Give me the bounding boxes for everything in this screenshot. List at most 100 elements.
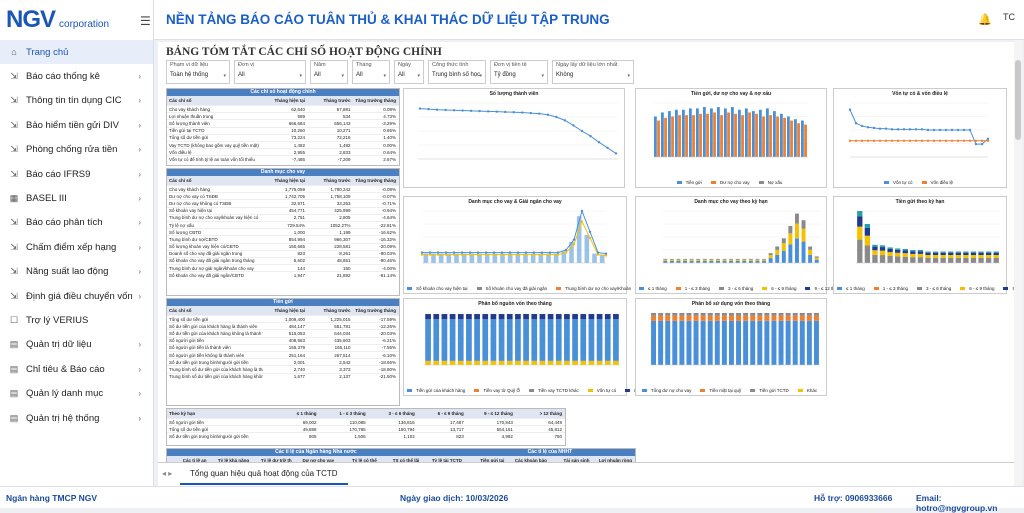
bar-segment [729,259,734,261]
bar-segment [771,313,777,316]
table-cell: 144 [297,265,305,271]
bar-segment [700,320,706,365]
legend-swatch [960,287,966,291]
legend-label: 3 - ≤ 6 tháng [925,286,952,291]
bar-segment [955,252,961,255]
filter-dropdown[interactable]: Tháng All ▾ [352,60,390,84]
bar-segment [689,258,694,260]
bar [804,124,807,157]
sidebar-item[interactable]: ⇲ Năng suất lao động › [0,260,153,284]
legend-swatch [921,181,927,185]
footer-email[interactable]: Email: hotro@ngvgroup.vn [916,493,998,513]
sidebar-item[interactable]: ⇲ Định giá điều chuyển vốn › [0,284,153,308]
table-row: Cho vay khách hàng 62,640 57,881 0.08% [167,105,399,112]
legend-label: Vốn tự có [892,180,913,185]
tab-overview[interactable]: Tổng quan hiệu quả hoạt động của TCTD [180,463,348,485]
column-header: Tăng trưởng tháng [355,98,396,103]
table-cell: 1,506 [354,433,366,439]
bar-segment [547,360,554,365]
bar-segment [910,257,916,263]
bar-segment [722,259,727,261]
legend-label: 1 - ≤ 3 tháng [684,286,710,291]
bar-segment [663,260,668,263]
footer-bank: Ngân hàng TMCP NGV [6,493,97,503]
table-cell: -4.00% [381,265,396,271]
loan-disbursement-chart: Danh mục cho vay & Giải ngân cho vay Số k… [403,196,705,294]
table-cell: 64,449 [548,419,562,425]
legend-item: 3 - ≤ 6 tháng [916,286,954,291]
bar-segment [564,319,570,361]
table-cell: 32,971 [291,200,305,206]
bar-segment [925,254,931,258]
sidebar-item-label: Thông tin tín dụng CIC [26,95,122,107]
loan-term-chart: Danh mục cho vay theo kỳ hạn ≤ 1 tháng 1 -… [635,196,882,294]
bar-segment [651,313,657,316]
table-cell: 1,000 [293,229,305,235]
series-line [419,108,617,154]
bar-segment [572,314,578,320]
sidebar-item[interactable]: ▤ Quản trị hệ thống › [0,406,153,430]
filter-dropdown[interactable]: Ngày All ▾ [394,60,424,84]
sidebar-item[interactable]: ⇲ Báo cáo phân tích › [0,211,153,235]
sidebar-item[interactable]: ▤ Chỉ tiêu & Báo cáo › [0,357,153,381]
table-cell: 3,373 [339,366,351,372]
header: NỀN TẢNG BÁO CÁO TUÂN THỦ & KHAI THÁC DỮ… [154,0,1024,40]
sidebar-item[interactable]: ▤ Quản lý danh mục › [0,381,153,405]
column-header: Các chỉ số [169,178,192,183]
bar-segment [742,258,747,260]
bar-segment [978,251,984,253]
bar-segment [764,320,770,365]
sidebar-item[interactable]: ⇲ Chấm điểm xếp hạng › [0,235,153,259]
sidebar-item[interactable]: ⇲ Thông tin tín dụng CIC › [0,89,153,113]
legend-item: 3 - ≤ 6 tháng [718,286,756,291]
sidebar-item[interactable]: ▦ BASEL III › [0,186,153,210]
chevron-down-icon: ▾ [341,73,344,79]
sidebar-item[interactable]: ⇲ Bảo hiểm tiền gửi DIV › [0,113,153,137]
filter-dropdown[interactable]: Ngày lấy dữ liệu lớn nhất Không ▾ [552,60,634,84]
table-cell: 1,482 [339,142,351,148]
tab-nav-icon[interactable]: ◂ ▸ [162,469,173,478]
sidebar-item[interactable]: ⇲ Phòng chống rửa tiền › [0,138,153,162]
filter-label: Ngày lấy dữ liệu lớn nhất [556,62,618,68]
sidebar-item[interactable]: ▤ Quản trị dữ liệu › [0,333,153,357]
bar-segment [940,257,946,263]
bar [569,241,574,263]
scrollbar[interactable] [1014,40,1022,486]
menu-toggle-icon[interactable]: ☰ [140,14,151,28]
key-indicators-table: Các chỉ số hoạt động chính Các chỉ số Thán… [166,88,400,166]
bar [682,109,685,157]
table-cell: -0.71% [381,200,396,206]
sidebar-item[interactable]: ⇲ Báo cáo thống kê › [0,64,153,88]
column-header: ≤ 1 tháng [296,411,317,416]
table-cell: Tổng số dư tiền gửi [169,426,209,432]
table-cell: 1.40% [383,135,396,141]
series-line [422,220,607,257]
filter-dropdown[interactable]: Đơn vị All ▾ [234,60,306,84]
bar-segment [547,314,554,320]
filter-dropdown[interactable]: Phạm vi dữ liệu Toàn hệ thống ▾ [166,60,230,84]
column-header: Tháng trước [323,308,351,313]
bar-segment [596,360,603,365]
filter-dropdown[interactable]: Năm All ▾ [310,60,348,84]
bar-segment [932,252,939,255]
bar-segment [665,320,671,365]
avatar[interactable]: TC [1003,12,1015,22]
table-cell: -7,209 [337,156,351,162]
column-header: Lợi nhuận ròng [598,458,633,463]
chart-title: Số lượng thành viên [489,91,539,97]
filter-dropdown[interactable]: Công thức tính Trung bình số học ▾ [428,60,486,84]
sidebar-item[interactable]: ⌂ Trang chủ [0,40,153,65]
bar-segment [985,254,992,258]
legend-item: Tiền gửi TCTD [750,388,792,393]
legend-item: ≤ 1 tháng [639,286,670,291]
series-line [422,209,607,255]
footer-support[interactable]: Hỗ trợ: 0906933666 [814,493,893,503]
table-header: Các tỉ lệ an Tỷ lệ khả năng Tỷ lệ dự trữ t… [167,456,635,465]
scrollbar-thumb[interactable] [1015,60,1021,140]
sidebar-item[interactable]: ⇲ Báo cáo IFRS9 › [0,162,153,186]
sidebar-item[interactable]: ☐ Trợ lý VERIUS [0,308,153,332]
bell-icon[interactable]: 🔔 [978,14,992,26]
bar-segment [768,255,773,259]
bar-segment [693,320,699,365]
filter-dropdown[interactable]: Đơn vị tiền tệ Tỷ đồng ▾ [490,60,548,84]
